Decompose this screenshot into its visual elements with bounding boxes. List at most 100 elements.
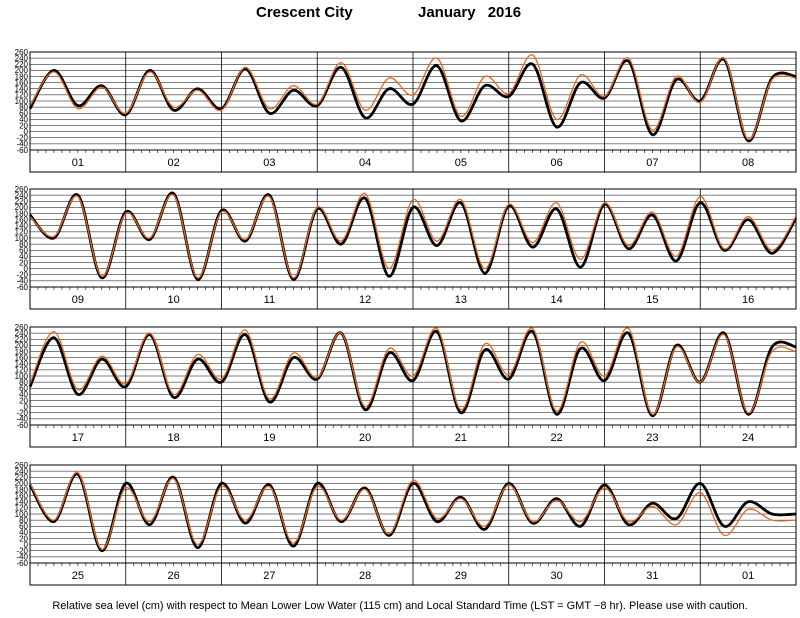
y-tick-label: 240 [15,329,29,338]
x-tick-label: 02 [168,157,180,169]
y-tick-label: -40 [16,553,28,562]
y-tick-label: 220 [15,197,29,206]
y-tick-label: 20 [19,121,28,130]
x-tick-label: 13 [455,294,467,306]
x-tick-label: 17 [72,432,84,444]
x-tick-label: 19 [263,432,275,444]
y-tick-label: 100 [15,97,29,106]
x-tick-label: 31 [646,570,658,582]
y-tick-label: 20 [19,258,28,267]
y-tick-label: -60 [16,559,28,568]
chart-title-place: Crescent City [256,4,353,21]
y-tick-label: 140 [15,85,29,94]
x-tick-label: 11 [264,294,275,306]
x-tick-label: 21 [455,432,467,444]
x-tick-label: 16 [742,294,754,306]
x-tick-label: 29 [455,570,467,582]
tide-charts: 260240220200180160140120100806040200-20-… [15,48,798,586]
panel-frame [29,326,797,448]
y-tick-label: -40 [16,140,28,149]
y-tick-label: 60 [19,384,28,393]
x-tick-label: 05 [455,157,467,169]
predicted-series-line [29,54,797,140]
y-tick-label: 0 [24,402,29,411]
x-tick-label: 07 [646,157,658,169]
y-tick-label: 160 [15,78,29,87]
y-tick-label: -20 [16,547,28,556]
y-tick-label: 240 [15,191,29,200]
y-tick-label: 60 [19,522,28,531]
y-tick-label: -20 [16,271,28,280]
y-tick-label: 80 [19,240,28,249]
x-tick-label: 24 [742,432,754,444]
y-tick-label: 200 [15,341,29,350]
y-tick-label: -60 [16,146,28,155]
y-tick-label: -20 [16,134,28,143]
y-tick-label: 40 [19,115,28,124]
y-tick-label: 140 [15,222,29,231]
y-tick-label: 80 [19,516,28,525]
chart-title-year: 2016 [487,4,522,21]
y-tick-label: 80 [19,378,28,387]
y-tick-label: 100 [15,234,29,243]
x-tick-label: 30 [551,570,563,582]
y-tick-label: 220 [15,60,29,69]
chart-title-date: January 2016 [418,4,521,21]
y-tick-label: -20 [16,409,28,418]
y-tick-label: 200 [15,203,29,212]
y-tick-label: 20 [19,534,28,543]
y-tick-label: 180 [15,72,29,81]
x-tick-label: 14 [551,294,563,306]
x-tick-label: 15 [646,294,658,306]
y-tick-label: 60 [19,109,28,118]
x-tick-label: 12 [359,294,371,306]
y-tick-label: -60 [16,421,28,430]
x-tick-label: 10 [168,294,180,306]
y-tick-label: 260 [15,461,29,470]
y-tick-label: 160 [15,491,29,500]
y-tick-label: 80 [19,103,28,112]
x-tick-label: 04 [359,157,371,169]
y-tick-label: 0 [24,540,29,549]
x-tick-label: 18 [168,432,180,444]
y-tick-label: 180 [15,485,29,494]
footer-note: Relative sea level (cm) with respect to … [52,600,748,612]
x-tick-label: 23 [646,432,658,444]
x-tick-label: 09 [72,294,84,306]
observed-series-line [28,191,798,281]
x-tick-label: 26 [168,570,180,582]
x-tick-label: 22 [551,432,563,444]
predicted-series-line [29,471,797,550]
y-tick-label: 240 [15,54,29,63]
y-tick-label: 200 [15,66,29,75]
panel-frame [29,51,797,173]
y-tick-label: 0 [24,127,29,136]
y-tick-label: 100 [15,372,29,381]
y-tick-label: 120 [15,366,29,375]
y-tick-label: 260 [15,323,29,332]
y-tick-label: 260 [15,48,29,57]
y-tick-label: 40 [19,528,28,537]
x-tick-label: 25 [72,570,84,582]
y-tick-label: 0 [24,264,29,273]
y-tick-label: 120 [15,91,29,100]
y-tick-label: 200 [15,479,29,488]
x-tick-label: 01 [72,157,84,169]
x-tick-label: 08 [742,157,754,169]
y-tick-label: 120 [15,228,29,237]
y-tick-label: 100 [15,510,29,519]
y-tick-label: 120 [15,504,29,513]
y-tick-label: 260 [15,185,29,194]
y-tick-label: 140 [15,498,29,507]
y-tick-label: -40 [16,415,28,424]
y-tick-label: 40 [19,252,28,261]
x-tick-label: 03 [263,157,275,169]
x-tick-label: 06 [551,157,563,169]
chart-title-month: January [418,4,476,21]
y-tick-label: 180 [15,347,29,356]
predicted-series-line [29,327,797,415]
y-tick-label: 160 [15,215,29,224]
y-tick-label: 220 [15,335,29,344]
panel-frame [29,188,797,310]
y-tick-label: 220 [15,473,29,482]
